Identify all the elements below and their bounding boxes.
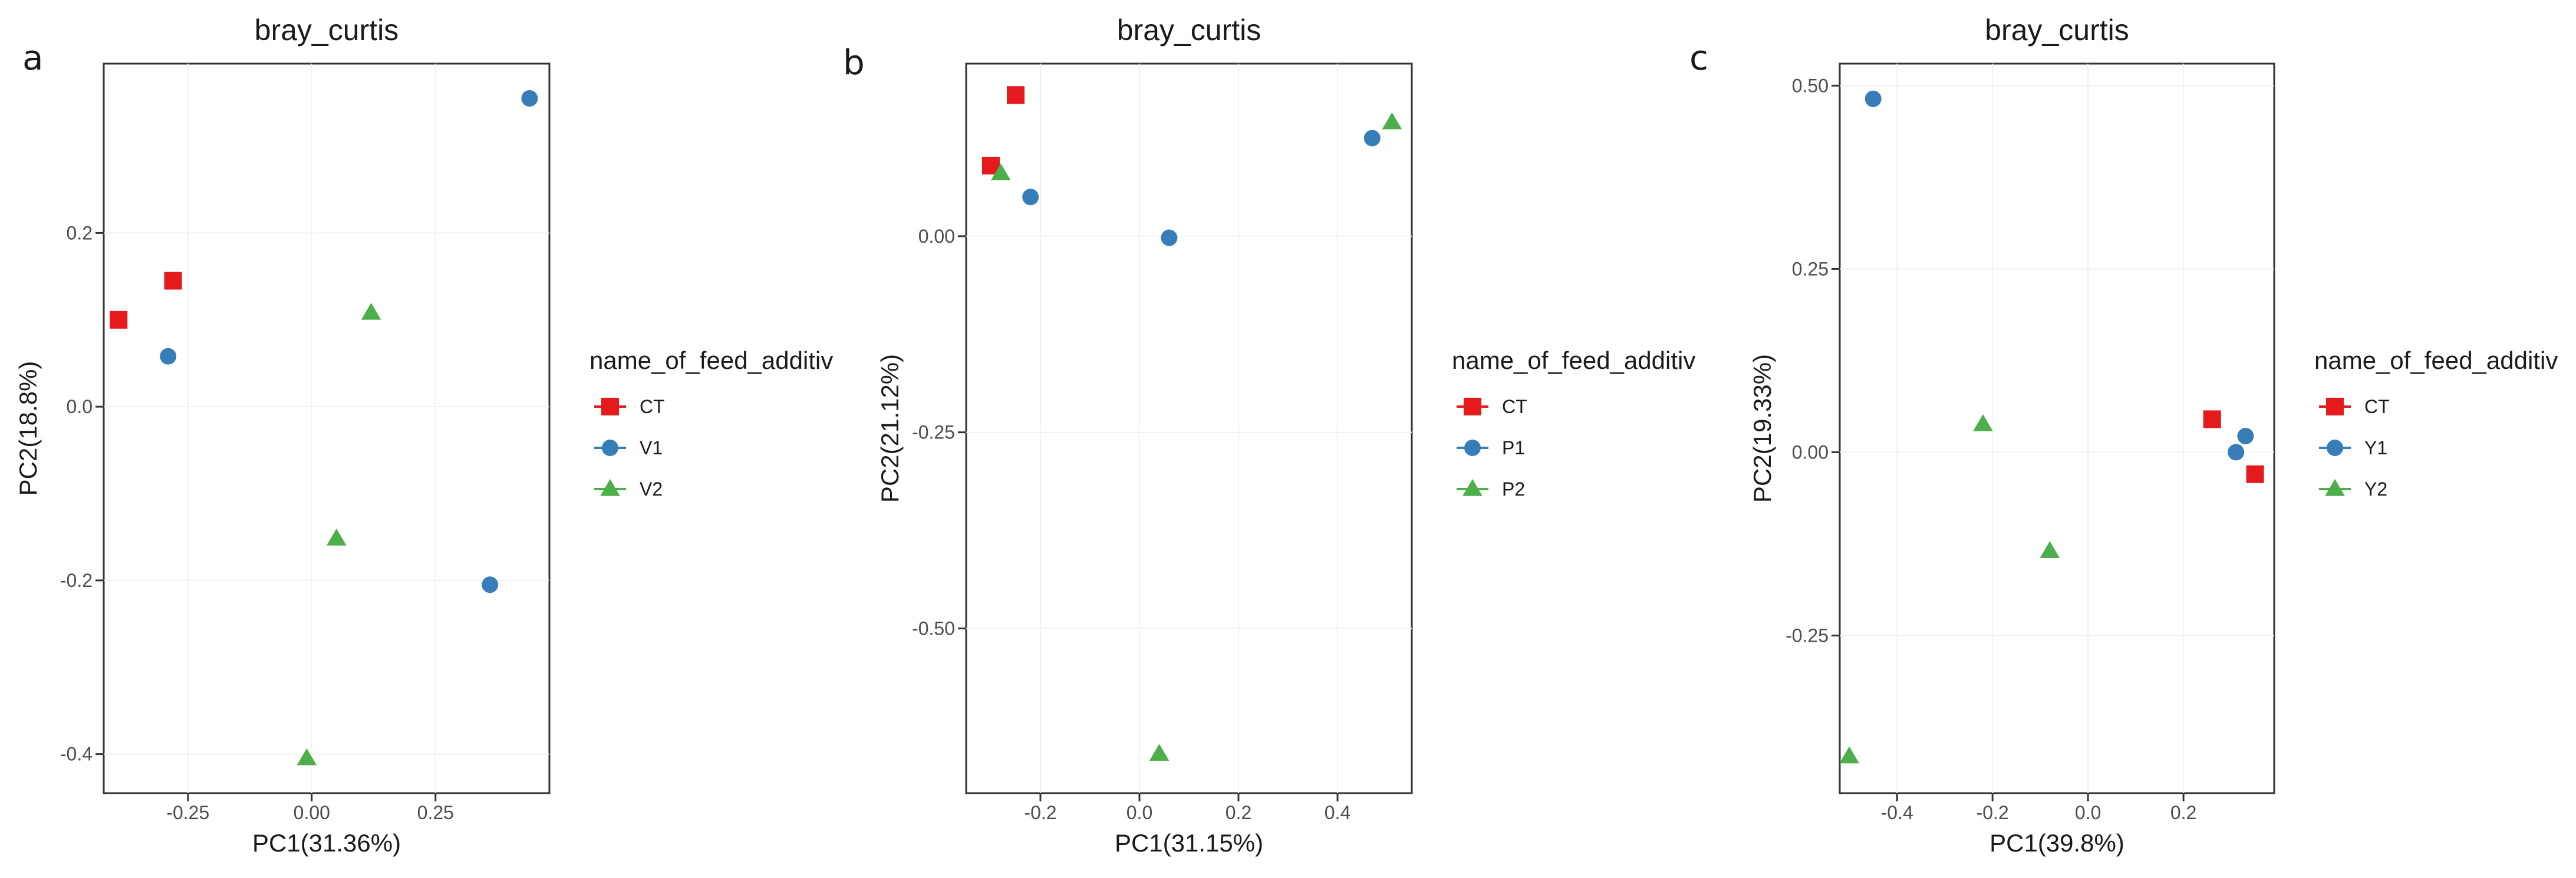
panel-letter: a: [22, 38, 44, 78]
legend-label-Y2: Y2: [2364, 478, 2387, 500]
data-points: [1839, 90, 2264, 764]
grid-lines: [104, 64, 549, 793]
x-tick-label: 0.2: [1226, 802, 1251, 823]
data-point-Y2-1: [1973, 414, 1993, 431]
y-tick-label: -0.50: [912, 618, 955, 639]
data-point-CT-2: [2246, 465, 2264, 483]
pcoa-panel-a: a bray_curtis -0.25 0.00 0.25 -0.4 -0.2 0.0 0.2 P…: [14, 14, 833, 857]
plot-area: [103, 62, 551, 794]
y-axis-title: PC2(19.33%): [1748, 354, 1776, 503]
data-point-V2-1: [361, 302, 381, 320]
y-axis-title: PC2(21.12%): [876, 354, 904, 503]
legend-marker-Y1: [2327, 440, 2343, 456]
legend-marker-P2: [1462, 478, 1483, 496]
data-point-V2-3: [297, 748, 317, 765]
legend-label-CT: CT: [640, 396, 665, 417]
legend-title: name_of_feed_additiv: [2314, 346, 2558, 374]
data-point-V1-3: [521, 90, 538, 107]
data-point-V1-2: [482, 576, 499, 593]
data-point-Y2-2: [2040, 541, 2060, 558]
legend-label-Y1: Y1: [2364, 437, 2387, 458]
legend-marker-CT: [1464, 398, 1481, 415]
data-point-CT-2: [1007, 86, 1025, 104]
legend-label-P1: P1: [1502, 437, 1525, 458]
data-points: [110, 90, 538, 765]
legend-title: name_of_feed_additiv: [589, 346, 833, 374]
chart-title: bray_curtis: [1117, 14, 1261, 47]
x-tick-label: -0.4: [1881, 802, 1913, 823]
grid-lines: [966, 64, 1412, 793]
data-point-P2-1: [991, 163, 1011, 180]
x-tick-label: -0.2: [1024, 802, 1056, 823]
legend-label-V1: V1: [640, 437, 663, 458]
legend-label-CT: CT: [2364, 396, 2390, 417]
legend-marker-Y2: [2325, 478, 2345, 496]
data-point-Y1-2: [2228, 444, 2245, 461]
data-point-Y1-1: [1865, 90, 1882, 107]
x-tick-label: 0.25: [417, 802, 454, 823]
data-point-V1-1: [160, 348, 177, 365]
legend-title: name_of_feed_additiv: [1452, 346, 1695, 374]
data-point-V2-2: [327, 529, 347, 546]
data-point-P1-3: [1363, 130, 1381, 147]
grid-lines: [1840, 64, 2274, 793]
pcoa-panel-c: c bray_curtis -0.4 -0.2 0.0 0.2 -0.25 0.00 0.25 0…: [1689, 14, 2558, 857]
legend-label-P2: P2: [1502, 478, 1525, 500]
y-tick-label: 0.25: [1792, 258, 1829, 279]
y-tick-label: 0.00: [918, 226, 955, 247]
x-tick-label: 0.2: [2170, 802, 2196, 823]
x-tick-label: -0.25: [166, 802, 209, 823]
legend-marker-CT: [2326, 398, 2344, 415]
panel-letter: b: [843, 42, 865, 82]
x-tick-label: -0.2: [1977, 802, 2009, 823]
x-tick-label: 0.0: [1126, 802, 1152, 823]
y-tick-label: 0.0: [67, 396, 93, 417]
data-point-P2-2: [1382, 112, 1402, 130]
data-point-P1-2: [1161, 229, 1178, 246]
data-point-P2-3: [1149, 744, 1170, 761]
data-point-P1-1: [1022, 189, 1039, 206]
data-point-CT-1: [110, 311, 128, 329]
legend-label-CT: CT: [1502, 396, 1527, 417]
chart-title: bray_curtis: [1985, 14, 2129, 47]
panel-letter: c: [1689, 38, 1708, 78]
legend-label-V2: V2: [640, 478, 663, 500]
y-tick-label: 0.50: [1792, 75, 1829, 96]
data-point-Y1-3: [2237, 428, 2254, 445]
y-tick-label: -0.4: [60, 744, 93, 765]
x-axis-title: PC1(39.8%): [1989, 829, 2124, 857]
y-tick-label: -0.2: [60, 570, 93, 591]
plot-area: [1839, 62, 2275, 794]
y-axis-title: PC2(18.8%): [14, 361, 42, 496]
legend-marker-V1: [602, 440, 618, 456]
x-tick-label: 0.4: [1325, 802, 1350, 823]
y-tick-label: 0.2: [67, 222, 93, 243]
x-tick-label: 0.00: [294, 802, 330, 823]
x-tick-label: 0.0: [2075, 802, 2101, 823]
legend: name_of_feed_additiv CT Y1 Y2: [2314, 346, 2558, 500]
plot-area: [965, 62, 1413, 794]
x-axis-title: PC1(31.36%): [252, 829, 401, 857]
legend-marker-V2: [600, 478, 620, 496]
legend: name_of_feed_additiv CT P1 P2: [1452, 346, 1695, 500]
data-point-CT-1: [2203, 410, 2221, 428]
data-points: [982, 86, 1402, 761]
data-point-Y2-3: [1839, 746, 1859, 764]
x-axis-title: PC1(31.15%): [1115, 829, 1263, 857]
y-tick-label: 0.00: [1792, 441, 1829, 463]
chart-title: bray_curtis: [255, 14, 399, 47]
y-tick-label: -0.25: [912, 422, 955, 443]
legend: name_of_feed_additiv CT V1 V2: [589, 346, 833, 500]
data-point-CT-2: [164, 272, 182, 290]
pcoa-panel-b: b bray_curtis -0.2 0.0 0.2 0.4 -0.50 -0.25 0.00 P…: [843, 14, 1695, 857]
y-tick-label: -0.25: [1786, 625, 1829, 646]
legend-marker-CT: [601, 398, 619, 415]
legend-marker-P1: [1464, 440, 1481, 456]
